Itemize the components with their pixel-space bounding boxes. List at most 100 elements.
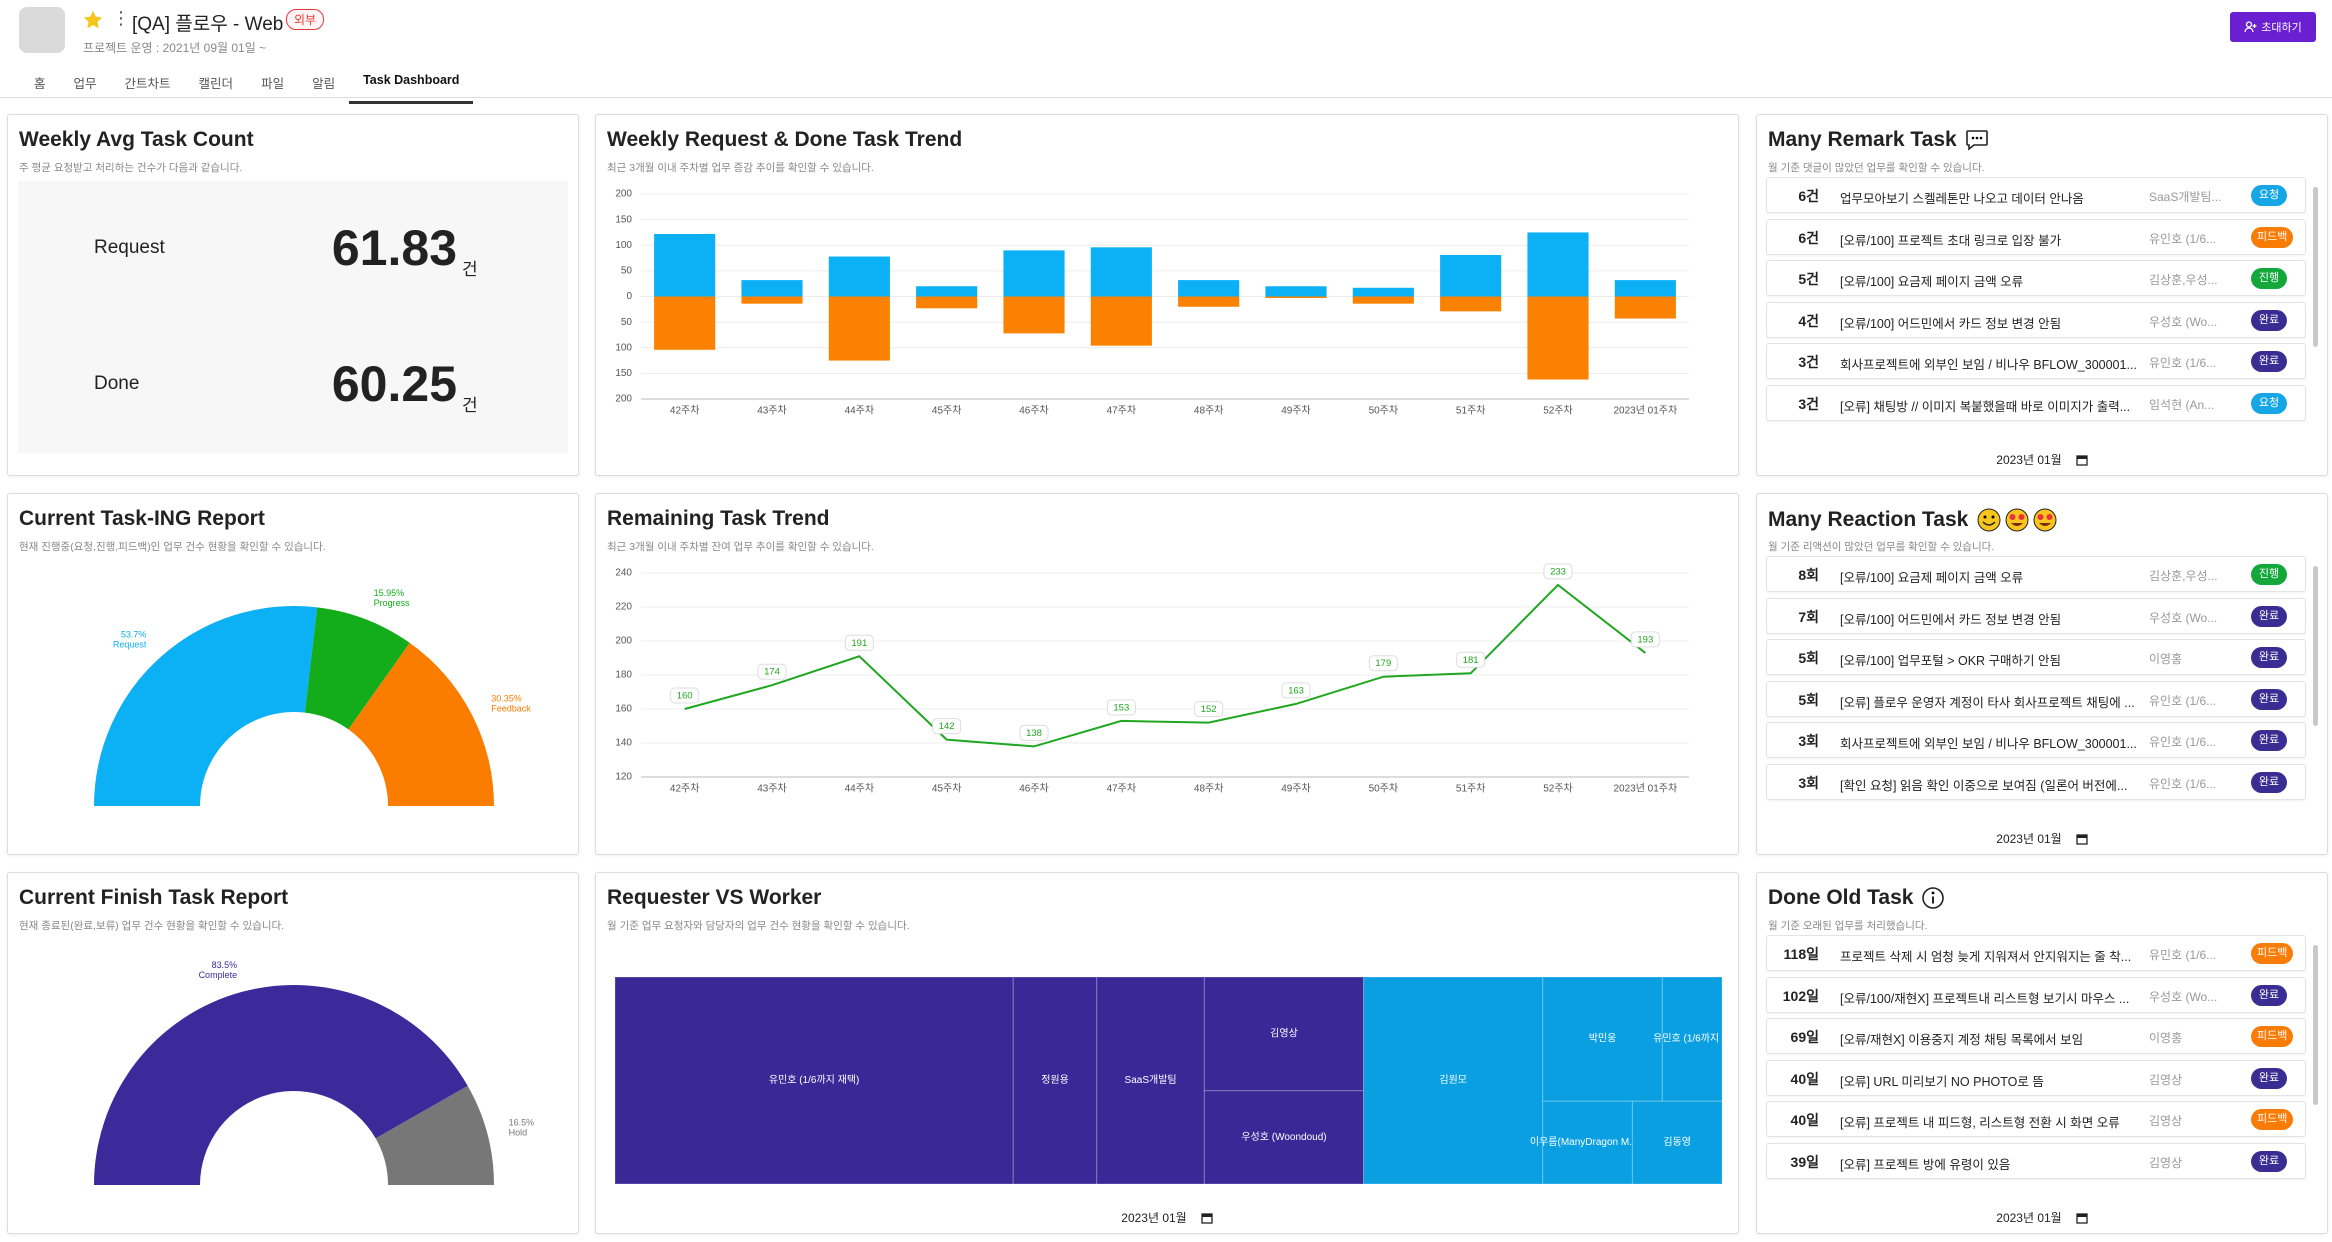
list-row[interactable]: 7회 [오류/100] 어드민에서 카드 정보 변경 안됨 우성호 (Wo... 완료: [1766, 597, 2306, 634]
list-row[interactable]: 39일 [오류] 프로젝트 방에 유령이 있음 김영상 완료: [1766, 1142, 2306, 1179]
tab[interactable]: 캘린더: [198, 77, 234, 91]
stat-label: Done: [94, 373, 140, 394]
y-tick-label: 150: [615, 368, 632, 379]
list-row[interactable]: 6건 [오류/100] 프로젝트 초대 링크로 입장 불가 유인호 (1/6... 피…: [1766, 218, 2306, 255]
status-badge: 완료: [2251, 351, 2287, 373]
list-row[interactable]: 3건 [오류] 채팅방 // 이미지 복붙했을때 바로 이미지가 출력... 임석현…: [1766, 384, 2306, 421]
panel-subtitle: 월 기준 업무 요청자와 담당자의 업무 건수 현황을 확인할 수 있습니다.: [607, 920, 910, 932]
treemap-cell[interactable]: [1012, 976, 1098, 1185]
status-badge: 완료: [2251, 647, 2287, 669]
y-tick-label: 120: [615, 772, 632, 783]
slice-label: Hold: [509, 1127, 528, 1137]
task-title: [오류] 채팅방 // 이미지 복붙했을때 바로 이미지가 출력...: [1840, 399, 2131, 414]
y-tick-label: 140: [615, 738, 632, 749]
list-row[interactable]: 102일 [오류/100/재현X] 프로젝트내 리스트형 보기시 마우스 ... 우…: [1766, 976, 2306, 1013]
list-row[interactable]: 3회 회사프로젝트에 외부인 보임 / 비나우 BFLOW_300001... 유인…: [1766, 722, 2306, 759]
list-row[interactable]: 5회 [오류] 플로우 운영자 계정이 타사 회사프로젝트 채팅에 ... 유인호 …: [1766, 680, 2306, 717]
bar: [1614, 280, 1676, 297]
list-row[interactable]: 40일 [오류] URL 미리보기 NO PHOTO로 뜸 김영상 완료: [1766, 1059, 2306, 1096]
month-picker[interactable]: 2023년 01월: [1757, 451, 2327, 468]
treemap-label: 박민웅: [1589, 1033, 1617, 1045]
label-box: [1630, 631, 1660, 648]
label-box: [1456, 651, 1486, 668]
task-title: [오류] 플로우 운영자 계정이 타사 회사프로젝트 채팅에 ...: [1840, 695, 2135, 710]
list-row[interactable]: 6건 업무모아보기 스켈레톤만 나오고 데이터 안나옴 SaaS개발팀... 요청: [1766, 177, 2306, 213]
person: 유인호 (1/6...: [2149, 356, 2217, 371]
remark-panel: Many Remark Task 월 기준 댓글이 많았던 업무를 확인할 수 …: [1756, 114, 2328, 476]
list-row[interactable]: 8회 [오류/100] 요금제 페이지 금액 오류 김상훈,우성... 진행: [1766, 556, 2306, 592]
person: 이영홍: [2149, 1031, 2183, 1046]
person: 우성호 (Wo...: [2149, 314, 2218, 329]
x-tick-label: 52주차: [1543, 405, 1573, 417]
y-tick-label: 180: [615, 670, 632, 681]
data-label: 163: [1288, 685, 1304, 696]
tab[interactable]: 홈: [34, 77, 46, 91]
scrollbar[interactable]: [2313, 187, 2318, 347]
slice: [348, 642, 494, 806]
treemap-cell[interactable]: [614, 976, 1014, 1185]
treemap-cell[interactable]: [1542, 976, 1663, 1102]
list-row[interactable]: 5회 [오류/100] 업무포털 > OKR 구매하기 안됨 이영홍 완료: [1766, 639, 2306, 676]
list-row[interactable]: 5건 [오류/100] 요금제 페이지 금액 오류 김상훈,우성... 진행: [1766, 260, 2306, 297]
treemap-label: 유민호 (1/6까지 재: [1653, 1033, 1731, 1045]
slice-value-label: 15.95%: [374, 588, 405, 598]
count: 6건: [1798, 188, 1819, 204]
treemap-cell[interactable]: [1203, 976, 1365, 1092]
person: 유인호 (1/6...: [2149, 231, 2217, 246]
month-picker[interactable]: 2023년 01월: [1757, 830, 2327, 847]
task-title: 업무모아보기 스켈레톤만 나오고 데이터 안나옴: [1840, 192, 2084, 206]
list-row[interactable]: 3회 [확인 요청] 읽음 확인 이중으로 보여짐 (일론어 버전에... 유인호 …: [1766, 763, 2306, 800]
treemap-cell[interactable]: [1631, 1100, 1723, 1185]
treemap-label: 이우름(ManyDragon M.D.): [1530, 1136, 1645, 1148]
list-row[interactable]: 3건 회사프로젝트에 외부인 보임 / 비나우 BFLOW_300001... 유인…: [1766, 343, 2306, 380]
treemap-cell[interactable]: [1363, 976, 1544, 1185]
task-title: 프로젝트 삭제 시 엄청 늦게 지워져서 안지워지는 줄 착...: [1840, 950, 2132, 964]
treemap-label: 정원용: [1041, 1074, 1069, 1086]
list-row[interactable]: 69일 [오류/재현X] 이용중지 계정 채팅 목록에서 보임 이영홍 피드백: [1766, 1018, 2306, 1055]
tab[interactable]: 업무: [73, 77, 97, 91]
y-tick-label: 0: [626, 291, 632, 302]
invite-button[interactable]: 초대하기: [2230, 12, 2316, 42]
tab[interactable]: Task Dashboard: [349, 69, 474, 104]
info-icon: [1922, 887, 1945, 909]
tab[interactable]: 파일: [261, 77, 285, 91]
project-menu[interactable]: ⋮: [112, 8, 130, 28]
person: 김상훈,우성...: [2149, 569, 2218, 583]
status-badge: 피드백: [2251, 943, 2294, 964]
count: 3회: [1798, 774, 1819, 791]
treemap-cell[interactable]: [1542, 1100, 1633, 1185]
month-picker[interactable]: 2023년 01월: [1757, 1209, 2327, 1226]
panel-subtitle: 현재 종료된(완료,보류) 업무 건수 현황을 확인할 수 있습니다.: [19, 920, 285, 932]
count: 8회: [1798, 567, 1819, 583]
treemap-cell[interactable]: [1096, 976, 1205, 1185]
tab[interactable]: 간트차트: [124, 77, 171, 91]
task-title: [오류/재현X] 이용중지 계정 채팅 목록에서 보임: [1840, 1033, 2084, 1048]
treemap-label: 우성호 (Woondoud): [1241, 1131, 1326, 1143]
favorite-star[interactable]: [82, 9, 104, 31]
panel-subtitle: 최근 3개월 이내 주차별 잔여 업무 추이를 확인할 수 있습니다.: [607, 541, 874, 553]
panel-title: Current Task-ING Report: [19, 507, 265, 530]
treemap-label: 김원모: [1439, 1074, 1467, 1086]
treemap-cell[interactable]: [1203, 1090, 1365, 1185]
bar: [654, 296, 716, 350]
label-box: [670, 687, 700, 704]
x-tick-label: 2023년 01주차: [1613, 405, 1677, 417]
data-label: 160: [677, 691, 693, 702]
x-tick-label: 43주차: [757, 405, 787, 417]
treemap-label: SaaS개발팀: [1125, 1074, 1177, 1086]
bar: [1090, 247, 1152, 297]
count: 69일: [1790, 1029, 1819, 1046]
y-tick-label: 100: [615, 342, 632, 353]
count: 7회: [1798, 608, 1819, 625]
list-row[interactable]: 4건 [오류/100] 어드민에서 카드 정보 변경 안됨 우성호 (Wo... 완료: [1766, 301, 2306, 338]
list-row[interactable]: 40일 [오류] 프로젝트 내 피드형, 리스트형 전환 시 화면 오류 김영상 피드…: [1766, 1101, 2306, 1138]
person: 임석현 (An...: [2149, 397, 2215, 412]
status-badge: 완료: [2251, 1067, 2287, 1089]
month-picker[interactable]: 2023년 01월: [596, 1209, 1738, 1226]
treemap-cell[interactable]: [1661, 976, 1723, 1102]
list-row[interactable]: 118일 프로젝트 삭제 시 엄청 늦게 지워져서 안지워지는 줄 착... 유민호…: [1766, 935, 2306, 971]
scrollbar[interactable]: [2313, 566, 2318, 726]
tab[interactable]: 알림: [312, 77, 336, 91]
scrollbar[interactable]: [2313, 945, 2318, 1105]
slice-label: Complete: [199, 970, 238, 980]
